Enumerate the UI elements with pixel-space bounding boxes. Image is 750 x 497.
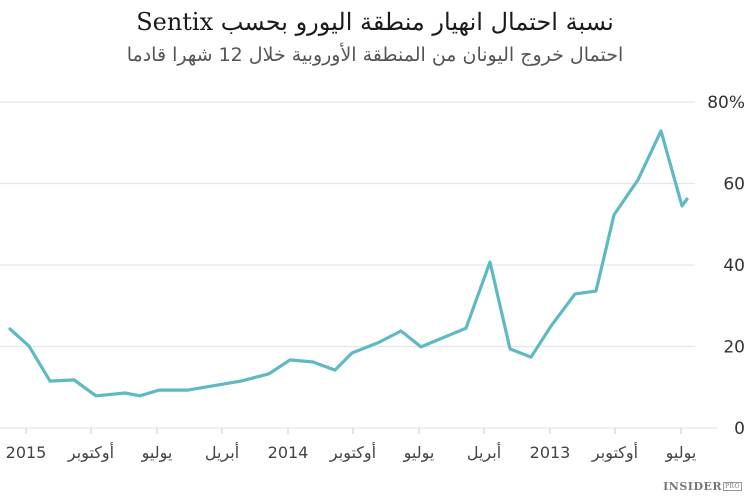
x-tick-label: أوكتوبر — [329, 442, 376, 463]
x-tick-label: 2015 — [6, 443, 47, 462]
chart-title: نسبة احتمال انهيار منطقة اليورو بحسب Sen… — [136, 8, 614, 36]
x-tick-label: أوكتوبر — [591, 442, 638, 463]
gridlines — [0, 101, 718, 429]
y-tick-label: 0 — [734, 419, 745, 439]
x-tick-label: يوليو — [141, 443, 173, 463]
y-axis: 80% 60 40 20 0 — [707, 93, 745, 439]
y-tick-label: 80% — [707, 93, 745, 113]
insider-pro-logo: INSIDER PRO — [663, 480, 742, 493]
x-axis: 2015 أوكتوبر يوليو أبريل 2014 أوكتوبر يوليو أبر… — [6, 428, 697, 463]
logo-badge: PRO — [723, 482, 742, 491]
x-tick-label: أبريل — [205, 442, 239, 463]
x-tick-label: أبريل — [467, 442, 501, 463]
logo-text: INSIDER — [663, 480, 723, 493]
x-tick-label: 2014 — [268, 443, 309, 462]
x-tick-label: يوليو — [665, 443, 697, 463]
chart-subtitle: احتمال خروج اليونان من المنطقة الأوروبية… — [126, 44, 624, 66]
x-tick-label: 2013 — [530, 443, 571, 462]
y-tick-label: 20 — [723, 338, 745, 358]
data-line — [8, 129, 689, 398]
y-tick-label: 60 — [723, 175, 745, 195]
y-tick-label: 40 — [723, 256, 745, 276]
x-tick-label: يوليو — [403, 443, 435, 463]
x-tick-label: أوكتوبر — [67, 442, 114, 463]
